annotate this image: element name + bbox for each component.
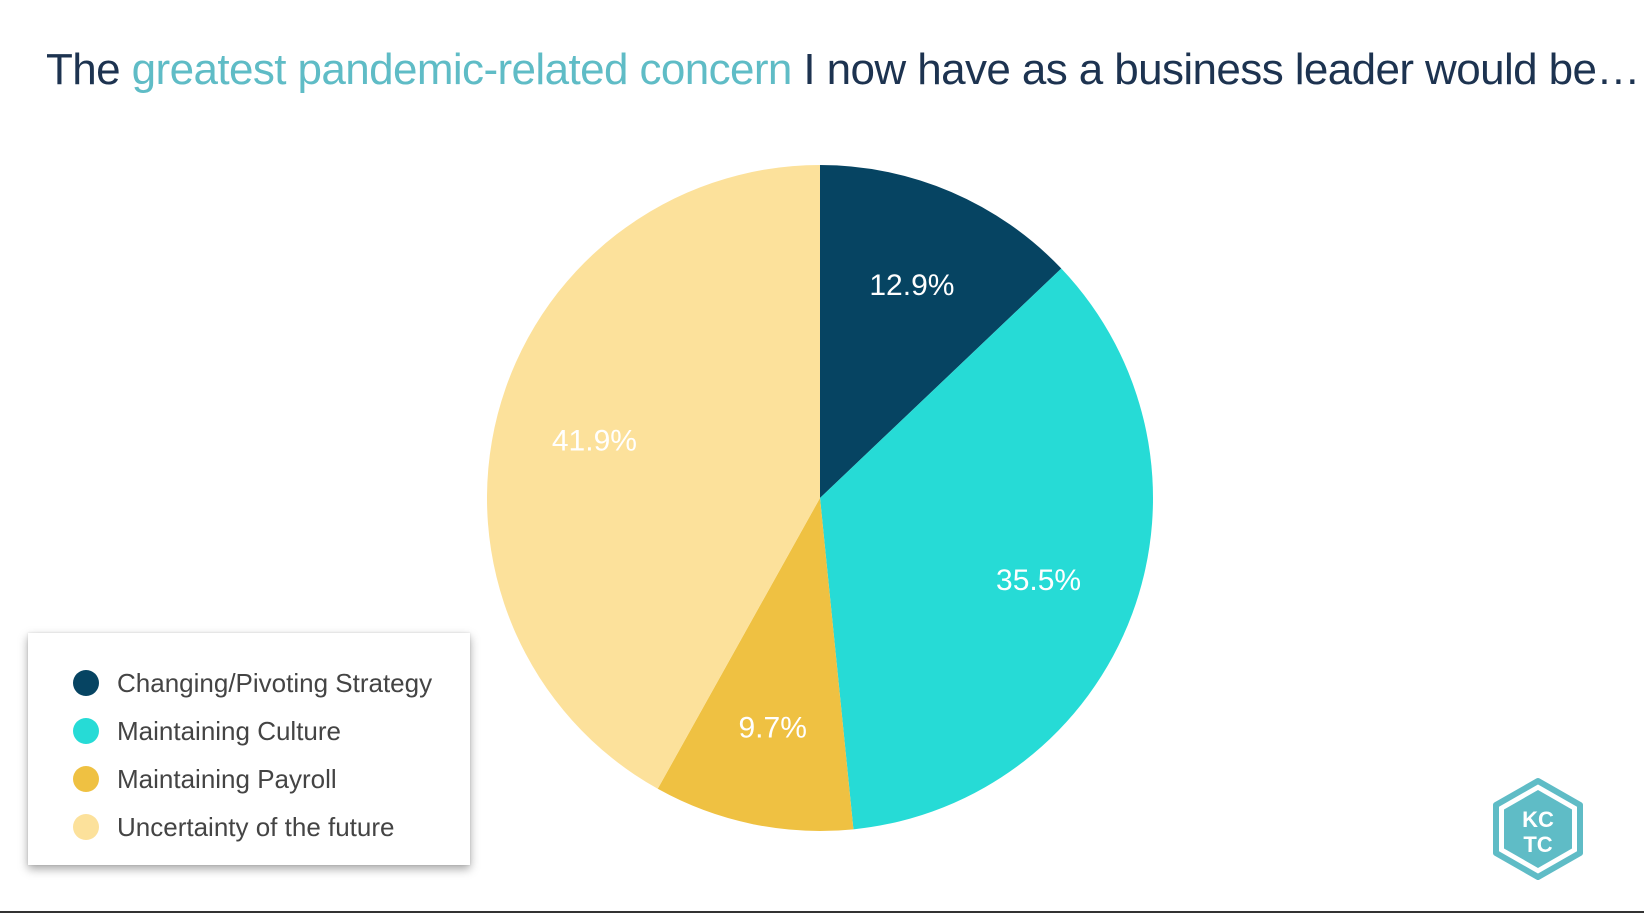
legend-label: Maintaining Culture bbox=[117, 715, 342, 746]
legend-item-uncertainty-of-the-future: Uncertainty of the future bbox=[28, 803, 470, 851]
bottom-divider bbox=[0, 911, 1644, 913]
kctc-logo: KC TC bbox=[1493, 778, 1583, 880]
pie-data-label: 35.5% bbox=[996, 564, 1081, 597]
title-part-1: The bbox=[46, 45, 132, 94]
pie-slice-uncertainty-of-the-future bbox=[486, 165, 820, 789]
legend-item-changing-pivoting-strategy: Changing/Pivoting Strategy bbox=[28, 659, 470, 707]
legend-swatch bbox=[73, 670, 99, 696]
pie-data-label: 41.9% bbox=[552, 424, 637, 457]
pie-data-label: 12.9% bbox=[869, 269, 954, 302]
pie-data-label: 9.7% bbox=[739, 711, 807, 744]
pie-slices bbox=[486, 165, 1153, 832]
pie-slice-maintaining-culture bbox=[820, 268, 1153, 830]
pie-slice-changing-pivoting-strategy bbox=[820, 165, 1062, 498]
legend-item-maintaining-payroll: Maintaining Payroll bbox=[28, 755, 470, 803]
logo-hexagon-inner bbox=[1504, 790, 1572, 868]
pie-slice-maintaining-payroll bbox=[657, 498, 854, 832]
legend-swatch bbox=[73, 814, 99, 840]
legend-label: Maintaining Payroll bbox=[117, 763, 337, 794]
title-highlight: greatest pandemic-related concern bbox=[131, 45, 793, 94]
legend: Changing/Pivoting Strategy Maintaining C… bbox=[28, 633, 470, 865]
chart-title: The greatest pandemic-related concern I … bbox=[46, 42, 1640, 98]
legend-label: Changing/Pivoting Strategy bbox=[117, 667, 433, 698]
legend-swatch bbox=[73, 718, 99, 744]
legend-label: Uncertainty of the future bbox=[117, 811, 395, 842]
pie-labels: 12.9% 35.5% 9.7% 41.9% bbox=[552, 269, 1081, 745]
logo-text-line-2: TC bbox=[1523, 832, 1552, 857]
logo-text-line-1: KC bbox=[1522, 807, 1554, 832]
legend-item-maintaining-culture: Maintaining Culture bbox=[28, 707, 470, 755]
title-part-2: I now have as a business leader would be… bbox=[791, 45, 1640, 94]
legend-swatch bbox=[73, 766, 99, 792]
logo-hexagon bbox=[1493, 778, 1583, 880]
